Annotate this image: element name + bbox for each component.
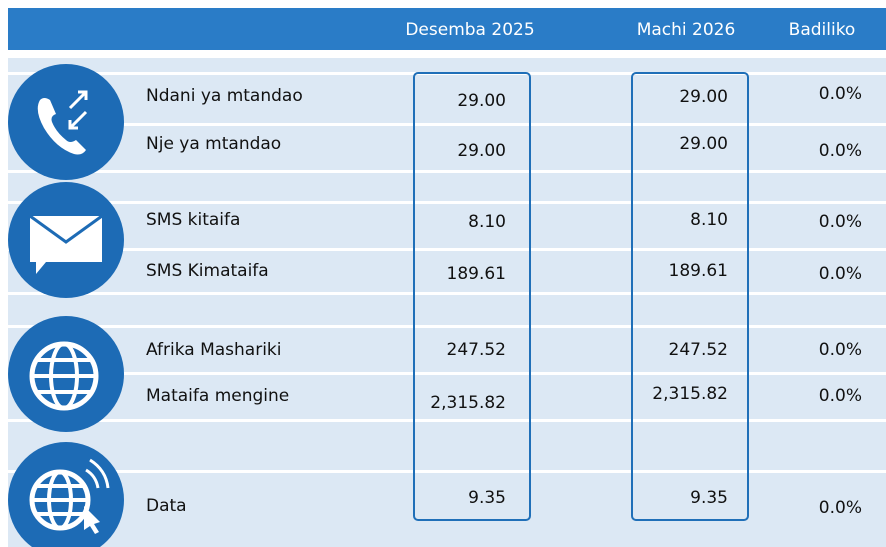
machi-value: 2,315.82 — [652, 384, 728, 404]
machi-value: 29.00 — [679, 87, 728, 107]
row-label: Data — [146, 496, 187, 516]
machi-value: 189.61 — [669, 261, 728, 281]
desemba-value: 29.00 — [457, 141, 506, 161]
column-header: Machi 2026 — [637, 20, 736, 40]
machi-value: 9.35 — [690, 488, 728, 508]
desemba-value: 9.35 — [468, 488, 506, 508]
column-box — [631, 72, 749, 521]
change-value: 0.0% — [819, 84, 862, 104]
change-value: 0.0% — [819, 498, 862, 518]
desemba-value: 247.52 — [447, 340, 506, 360]
change-value: 0.0% — [819, 141, 862, 161]
desemba-value: 8.10 — [468, 212, 506, 232]
machi-value: 29.00 — [679, 134, 728, 154]
voice-icon — [8, 64, 124, 180]
desemba-value: 29.00 — [457, 91, 506, 111]
change-value: 0.0% — [819, 264, 862, 284]
desemba-value: 2,315.82 — [430, 393, 506, 413]
international-icon — [8, 316, 124, 432]
data-icon — [8, 442, 124, 547]
column-box — [413, 72, 531, 521]
column-header: Badiliko — [789, 20, 856, 40]
table-background — [8, 58, 886, 547]
row-label: Ndani ya mtandao — [146, 86, 303, 106]
row-label: Nje ya mtandao — [146, 134, 281, 154]
header-bar — [8, 8, 886, 50]
change-value: 0.0% — [819, 212, 862, 232]
change-value: 0.0% — [819, 386, 862, 406]
machi-value: 247.52 — [669, 340, 728, 360]
row-label: SMS Kimataifa — [146, 261, 269, 281]
desemba-value: 189.61 — [447, 264, 506, 284]
column-header: Desemba 2025 — [405, 20, 534, 40]
row-label: Mataifa mengine — [146, 386, 289, 406]
change-value: 0.0% — [819, 340, 862, 360]
row-label: SMS kitaifa — [146, 210, 240, 230]
machi-value: 8.10 — [690, 210, 728, 230]
row-label: Afrika Mashariki — [146, 340, 282, 360]
sms-icon — [8, 182, 124, 298]
